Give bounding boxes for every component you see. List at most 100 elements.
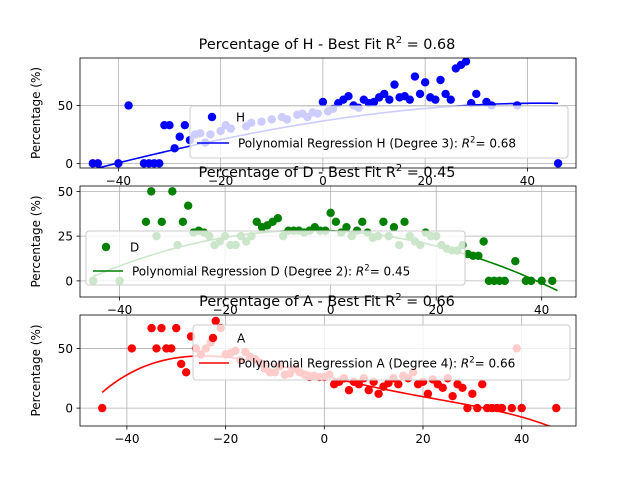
data-point [331, 217, 341, 227]
legend: H Polynomial Regression H (Degree 3): R2=… [189, 105, 569, 159]
data-point [446, 95, 455, 104]
data-point [141, 217, 151, 227]
x-tick-label: 40 [534, 303, 549, 317]
data-point [389, 222, 399, 232]
legend-label-fit-tail: = 0.45 [370, 265, 411, 279]
legend-label-fit-text: Polynomial Regression H (Degree 3): [238, 137, 462, 151]
legend-marker [101, 242, 111, 252]
data-point [479, 237, 488, 246]
legend-label-fit-text: Polynomial Regression D (Degree 2): [132, 265, 356, 279]
chart-title-sup: 2 [396, 163, 402, 174]
data-point [468, 389, 477, 398]
x-tick-label: 0 [327, 303, 335, 317]
data-point [438, 383, 447, 393]
legend-label-fit-sup: 2 [364, 264, 369, 274]
legend-label-fit: Polynomial Regression D (Degree 2): R2= … [132, 264, 410, 279]
chart-title-tail: = 0.68 [402, 37, 455, 53]
data-point [500, 276, 509, 286]
y-tick-label: 50 [58, 185, 73, 199]
y-tick-label: 0 [65, 157, 73, 171]
x-tick-label: −40 [106, 174, 131, 188]
data-point [181, 368, 191, 377]
axes-frame [79, 314, 577, 427]
data-point [344, 385, 354, 395]
legend-label-fit: Polynomial Regression H (Degree 3): R2= … [238, 136, 516, 151]
data-point [461, 58, 471, 66]
chart-title: Percentage of H - Best Fit R2 = 0.68 [199, 35, 456, 53]
data-point [342, 222, 351, 232]
axes-frame [79, 57, 577, 169]
data-point [168, 187, 177, 196]
data-point [180, 120, 190, 130]
data-point [400, 217, 409, 227]
data-point [420, 78, 430, 87]
chart-title-main: Percentage of A - Best Fit R [199, 294, 395, 310]
data-point [157, 217, 166, 227]
x-tick-label: 20 [429, 303, 444, 317]
data-point [431, 95, 440, 104]
legend-label-fit-sup: 2 [470, 136, 475, 146]
data-point [165, 120, 174, 130]
chart-title-tail: = 0.45 [402, 165, 455, 181]
data-point [155, 159, 164, 168]
data-point [344, 92, 353, 101]
x-tick-label: −20 [208, 174, 233, 188]
chart-title-main: Percentage of D - Best Fit R [199, 165, 396, 181]
legend-label-fit-sup: 2 [469, 356, 474, 366]
data-point [364, 385, 373, 395]
data-point [167, 344, 176, 353]
legend-marker [208, 333, 218, 343]
data-point [517, 403, 526, 413]
data-point [178, 217, 188, 227]
data-point [157, 323, 166, 333]
data-point [548, 276, 557, 286]
data-point [211, 316, 220, 326]
x-tick-label: 40 [514, 432, 529, 446]
data-point [172, 323, 181, 333]
data-point [124, 101, 133, 110]
legend-box [85, 230, 466, 286]
x-tick-label: 0 [320, 432, 328, 446]
legend-label-fit-text: Polynomial Regression A (Degree 4): [238, 357, 461, 371]
data-point [147, 187, 156, 196]
legend-label-fit-tail: = 0.66 [475, 357, 516, 371]
data-point [553, 159, 563, 168]
y-axis-label: Percentage (%) [29, 195, 43, 287]
data-point [380, 89, 389, 99]
y-tick-label: 0 [65, 274, 73, 288]
legend-label-fit-math: R [461, 357, 469, 371]
legend-label-fit-math: R [356, 265, 364, 279]
data-point [273, 214, 283, 223]
chart-title-main: Percentage of H - Best Fit R [199, 37, 396, 53]
data-point [152, 344, 161, 353]
chart-title-tail: = 0.66 [402, 294, 455, 310]
data-point [423, 389, 433, 398]
x-tick-label: −20 [213, 432, 238, 446]
data-point [394, 380, 403, 389]
data-point [127, 344, 137, 353]
y-tick-label: 0 [65, 402, 73, 416]
legend-label-fit: Polynomial Regression A (Degree 4): R2= … [238, 356, 515, 371]
legend: A Polynomial Regression A (Degree 4): R2=… [192, 324, 571, 381]
data-point [448, 391, 457, 401]
data-point [390, 80, 399, 89]
data-point [458, 383, 467, 393]
chart-title-sup: 2 [395, 292, 401, 303]
data-point [507, 403, 517, 413]
chart-title-sup: 2 [396, 35, 402, 46]
x-tick-label: 40 [520, 174, 535, 188]
data-point [441, 89, 450, 99]
data-point [358, 217, 367, 227]
data-point [405, 95, 415, 104]
data-point [147, 323, 156, 333]
data-point [176, 359, 186, 369]
chart-title: Percentage of D - Best Fit R2 = 0.45 [199, 163, 456, 181]
data-point [183, 201, 193, 210]
data-point [93, 159, 103, 168]
y-tick-label: 50 [58, 342, 73, 356]
legend-label-fit-tail: = 0.68 [475, 137, 516, 151]
y-axis-label: Percentage (%) [29, 67, 43, 159]
data-point [98, 403, 107, 413]
